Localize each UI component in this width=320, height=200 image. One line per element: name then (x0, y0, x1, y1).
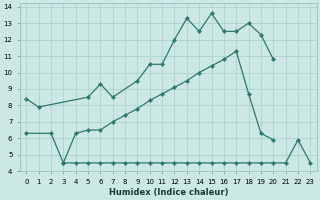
X-axis label: Humidex (Indice chaleur): Humidex (Indice chaleur) (108, 188, 228, 197)
